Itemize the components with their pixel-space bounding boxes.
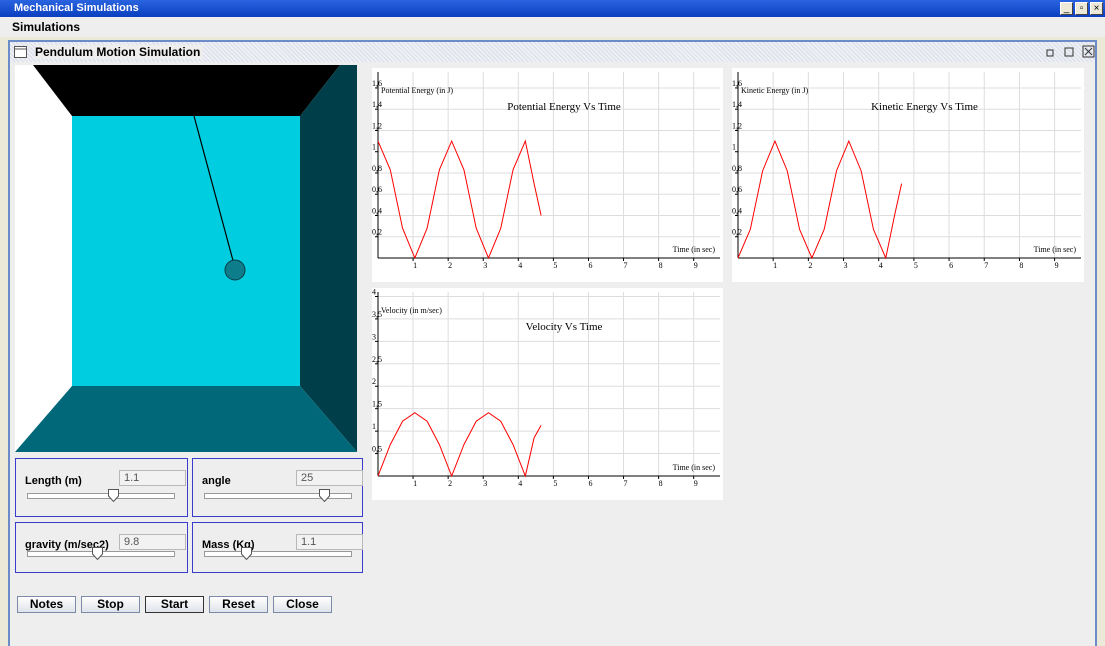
- x-tick-label: 9: [1055, 261, 1059, 270]
- x-tick-label: 4: [518, 479, 522, 488]
- x-tick-label: 3: [483, 261, 487, 270]
- mass-control: Mass (Kg) 1.1: [192, 522, 363, 573]
- y-tick-label: 1: [372, 143, 376, 152]
- y-tick-label: 1,4: [372, 100, 382, 109]
- x-tick-label: 7: [984, 261, 988, 270]
- text-field[interactable]: 25: [296, 470, 363, 486]
- text-field[interactable]: 9.8: [119, 534, 186, 550]
- y-tick-label: 1,4: [732, 100, 742, 109]
- pendulum-view: [15, 65, 357, 452]
- button[interactable]: Reset: [209, 596, 268, 613]
- chart-title: Kinetic Energy Vs Time: [871, 101, 978, 113]
- slider-thumb[interactable]: [92, 547, 103, 560]
- text-field[interactable]: 1.1: [119, 470, 186, 486]
- y-tick-label: 3: [372, 332, 376, 341]
- y-axis-label: Potential Energy (in J): [381, 86, 453, 95]
- x-tick-label: 2: [448, 479, 452, 488]
- y-tick-label: 1: [372, 422, 376, 431]
- y-axis-label: Velocity (in m/sec): [381, 306, 442, 315]
- x-axis-label: Time (in sec): [1034, 245, 1077, 254]
- x-tick-label: 8: [659, 261, 663, 270]
- y-tick-label: 2,5: [372, 355, 382, 364]
- x-tick-label: 9: [694, 261, 698, 270]
- screen: Mechanical Simulations _ ▫ × Simulations…: [0, 0, 1105, 646]
- x-tick-label: 2: [808, 261, 812, 270]
- x-tick-label: 9: [694, 479, 698, 488]
- y-tick-label: 0,5: [372, 445, 382, 454]
- maximize-button[interactable]: ▫: [1075, 2, 1088, 15]
- slider-thumb[interactable]: [319, 489, 330, 502]
- x-tick-label: 2: [448, 261, 452, 270]
- x-tick-label: 7: [624, 261, 628, 270]
- x-tick-label: 5: [553, 261, 557, 270]
- frame-buttons[interactable]: [1045, 45, 1095, 59]
- button[interactable]: Stop: [81, 596, 140, 613]
- x-tick-label: 1: [413, 261, 417, 270]
- slider-thumb[interactable]: [241, 547, 252, 560]
- y-tick-label: 0,2: [372, 228, 382, 237]
- frame-title-bar: Pendulum Motion Simulation: [10, 42, 1095, 62]
- x-tick-label: 1: [413, 479, 417, 488]
- chart-title: Velocity Vs Time: [526, 321, 603, 333]
- y-tick-label: 0,4: [372, 206, 382, 215]
- slider-track[interactable]: [204, 551, 352, 557]
- x-tick-label: 4: [518, 261, 522, 270]
- x-tick-label: 1: [773, 261, 777, 270]
- x-tick-label: 3: [483, 479, 487, 488]
- frame-title: Pendulum Motion Simulation: [35, 45, 203, 59]
- data-line: [378, 141, 541, 258]
- x-tick-label: 4: [879, 261, 883, 270]
- button[interactable]: Start: [145, 596, 204, 613]
- close-button[interactable]: ×: [1090, 2, 1103, 15]
- gravity-control: gravity (m/sec2) 9.8: [15, 522, 188, 573]
- y-tick-label: 1,5: [372, 400, 382, 409]
- y-tick-label: 0,8: [732, 164, 742, 173]
- y-tick-label: 0,2: [732, 228, 742, 237]
- x-axis-label: Time (in sec): [673, 245, 716, 254]
- x-tick-label: 8: [659, 479, 663, 488]
- data-line: [378, 413, 541, 476]
- button[interactable]: Close: [273, 596, 332, 613]
- y-tick-label: 0,6: [372, 185, 382, 194]
- slider-track[interactable]: [27, 493, 175, 499]
- y-tick-label: 0,8: [372, 164, 382, 173]
- x-tick-label: 6: [588, 479, 592, 488]
- x-tick-label: 3: [844, 261, 848, 270]
- frame-icon: [14, 46, 28, 59]
- x-tick-label: 6: [588, 261, 592, 270]
- x-tick-label: 5: [553, 479, 557, 488]
- y-tick-label: 2: [372, 377, 376, 386]
- pendulum-bob: [225, 260, 245, 280]
- menu-bar: Simulations: [0, 17, 1105, 37]
- angle-control: angle 25: [192, 458, 363, 517]
- y-tick-label: 1,2: [732, 121, 742, 130]
- text-field[interactable]: 1.1: [296, 534, 363, 550]
- window-title: Mechanical Simulations: [14, 2, 139, 14]
- x-tick-label: 7: [624, 479, 628, 488]
- y-tick-label: 0,6: [732, 185, 742, 194]
- minimize-button[interactable]: _: [1060, 2, 1073, 15]
- y-tick-label: 1,2: [372, 121, 382, 130]
- x-tick-label: 6: [949, 261, 953, 270]
- x-tick-label: 8: [1019, 261, 1023, 270]
- window-title-bar: Mechanical Simulations: [0, 0, 1105, 17]
- slider-thumb[interactable]: [108, 489, 119, 502]
- x-axis-label: Time (in sec): [673, 463, 716, 472]
- y-tick-label: 1: [732, 143, 736, 152]
- y-tick-label: 4: [372, 288, 376, 296]
- length-control: Length (m) 1.1: [15, 458, 188, 517]
- y-tick-label: 0,4: [732, 206, 742, 215]
- control-label: Length (m): [25, 475, 82, 487]
- x-tick-label: 5: [914, 261, 918, 270]
- control-label: angle: [202, 475, 231, 487]
- button[interactable]: Notes: [17, 596, 76, 613]
- data-line: [738, 141, 902, 258]
- y-axis-label: Kinetic Energy (in J): [741, 86, 809, 95]
- menu-item[interactable]: Simulations: [12, 20, 80, 34]
- chart-title: Potential Energy Vs Time: [507, 101, 621, 113]
